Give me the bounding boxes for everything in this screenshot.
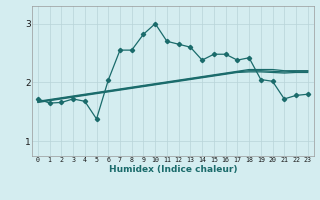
X-axis label: Humidex (Indice chaleur): Humidex (Indice chaleur) — [108, 165, 237, 174]
